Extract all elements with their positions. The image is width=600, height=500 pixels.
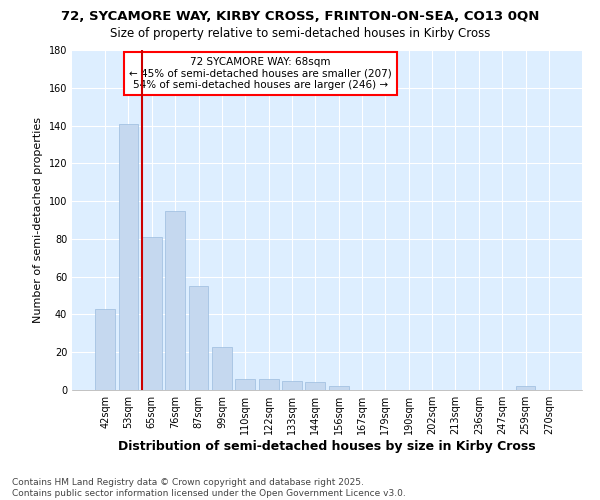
Y-axis label: Number of semi-detached properties: Number of semi-detached properties bbox=[33, 117, 43, 323]
Bar bbox=[95, 309, 115, 390]
Bar bbox=[329, 386, 349, 390]
Bar bbox=[212, 346, 232, 390]
Bar bbox=[282, 380, 302, 390]
Text: Size of property relative to semi-detached houses in Kirby Cross: Size of property relative to semi-detach… bbox=[110, 28, 490, 40]
Text: 72 SYCAMORE WAY: 68sqm
← 45% of semi-detached houses are smaller (207)
54% of se: 72 SYCAMORE WAY: 68sqm ← 45% of semi-det… bbox=[130, 57, 392, 90]
Bar bbox=[165, 210, 185, 390]
Text: 72, SYCAMORE WAY, KIRBY CROSS, FRINTON-ON-SEA, CO13 0QN: 72, SYCAMORE WAY, KIRBY CROSS, FRINTON-O… bbox=[61, 10, 539, 23]
Bar bbox=[515, 386, 535, 390]
Bar bbox=[259, 378, 278, 390]
Bar bbox=[119, 124, 139, 390]
Text: Contains HM Land Registry data © Crown copyright and database right 2025.
Contai: Contains HM Land Registry data © Crown c… bbox=[12, 478, 406, 498]
X-axis label: Distribution of semi-detached houses by size in Kirby Cross: Distribution of semi-detached houses by … bbox=[118, 440, 536, 453]
Bar bbox=[188, 286, 208, 390]
Bar bbox=[305, 382, 325, 390]
Bar bbox=[142, 237, 162, 390]
Bar bbox=[235, 378, 255, 390]
